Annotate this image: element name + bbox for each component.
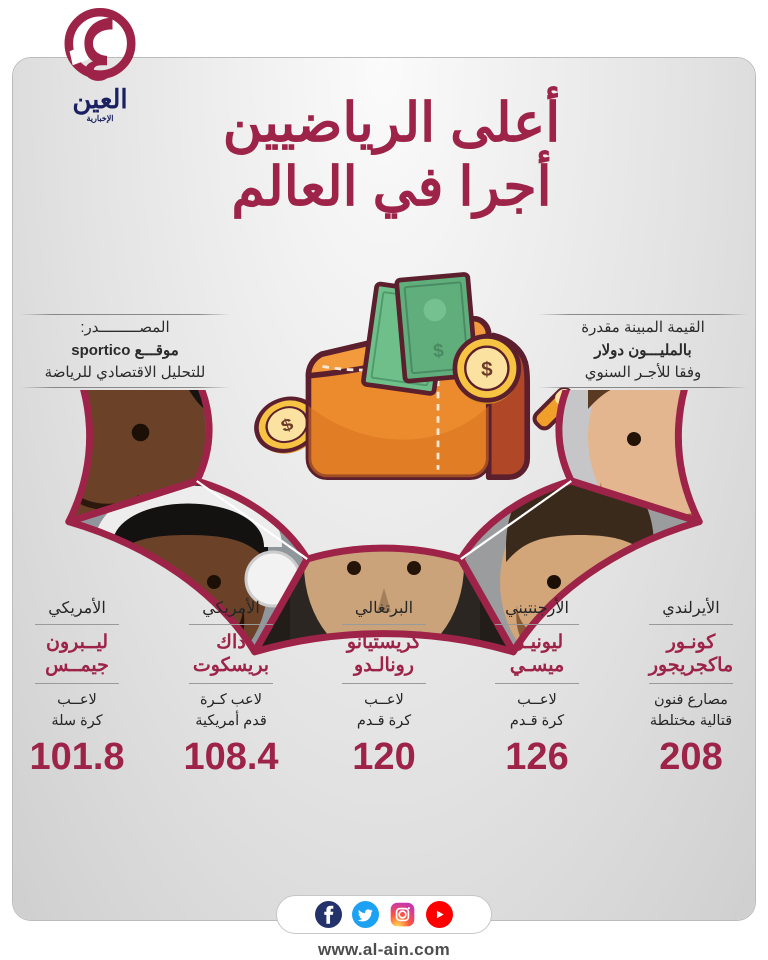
- svg-text:$: $: [481, 358, 493, 381]
